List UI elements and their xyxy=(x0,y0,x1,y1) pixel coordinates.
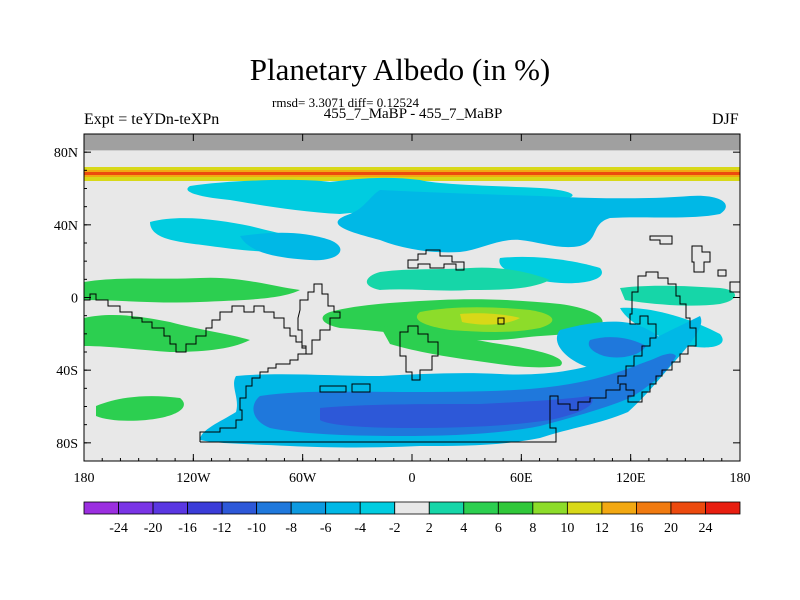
season-label: DJF xyxy=(712,111,739,128)
x-tick-label: 180 xyxy=(74,471,95,486)
albedo-band-south-green-1 xyxy=(84,315,250,352)
albedo-band-tropics-green-1 xyxy=(84,277,300,303)
x-tick-label: 0 xyxy=(409,471,416,486)
coastline-island-d xyxy=(649,235,673,245)
albedo-region-southern-ocean-min xyxy=(320,396,593,428)
x-tick-label: 120W xyxy=(176,471,211,486)
coastline-island-h xyxy=(351,383,371,393)
coastline-gondwana-west xyxy=(84,293,307,442)
colorbar-label: 4 xyxy=(460,521,467,536)
colorbar-swatch xyxy=(221,501,258,515)
colorbar-swatch xyxy=(636,501,672,515)
albedo-band-60n-peak xyxy=(84,172,740,175)
colorbar-swatch xyxy=(325,501,361,515)
colorbar-label: -2 xyxy=(389,521,401,536)
colorbar-swatch xyxy=(394,501,430,515)
coastline-island-i xyxy=(497,317,505,325)
colorbar-swatch xyxy=(290,501,327,515)
colorbar-swatch xyxy=(83,501,119,515)
colorbar-label: -12 xyxy=(213,521,232,536)
colorbar-label: -10 xyxy=(247,521,266,536)
y-tick-label: 80S xyxy=(56,437,78,452)
albedo-patch-nh-blue-1 xyxy=(337,190,726,253)
map-field xyxy=(84,134,740,461)
colorbar-label: 24 xyxy=(698,521,712,536)
colorbar-label: -20 xyxy=(144,521,163,536)
coastline-island-a xyxy=(297,283,341,355)
colorbar-label: 2 xyxy=(426,521,433,536)
colorbar-swatch xyxy=(187,501,223,515)
albedo-band-tropics-teal xyxy=(366,267,550,291)
coastline-island-b xyxy=(399,325,439,381)
colorbar-label: -8 xyxy=(285,521,297,536)
x-tick-label: 60E xyxy=(510,471,533,486)
colorbar-label: 8 xyxy=(529,521,536,536)
experiment-label: Expt = teYDn-teXPn xyxy=(84,111,220,128)
colorbar-label: -16 xyxy=(178,521,197,536)
albedo-patch-south-green xyxy=(96,396,184,421)
colorbar-label: 16 xyxy=(629,521,643,536)
colorbar-swatch xyxy=(566,501,603,515)
colorbar: -24 -20 -16 -12 -10 -8 -6 -4 -2 2 4 6 8 10 12 16 20 24 xyxy=(83,501,741,536)
colorbar-label: 12 xyxy=(595,521,609,536)
y-tick-label: 0 xyxy=(71,292,78,307)
colorbar-label: -24 xyxy=(109,521,128,536)
colorbar-swatch xyxy=(601,501,637,515)
colorbar-swatch xyxy=(256,501,292,515)
x-tick-label: 180 xyxy=(730,471,751,486)
albedo-patch-indian-ocean-core xyxy=(588,337,646,358)
coastline-gondwana-east xyxy=(200,271,697,443)
albedo-patch-sw-pacific xyxy=(620,307,723,348)
colorbar-label: 6 xyxy=(495,521,502,536)
colorbar-swatch xyxy=(428,501,465,515)
coastline-island-e xyxy=(691,245,711,273)
albedo-patch-nh-blue-2 xyxy=(240,232,341,261)
plot-title: Planetary Albedo (in %) xyxy=(249,52,551,87)
albedo-band-tropics-yellow xyxy=(460,313,520,325)
colorbar-swatch xyxy=(670,501,706,515)
colorbar-swatch xyxy=(359,501,396,515)
map-axes: 180 120W 60W 0 60E 120E 180 80N 40N 0 40S 80S xyxy=(54,133,751,486)
colorbar-swatch xyxy=(152,501,188,515)
coastlines xyxy=(84,235,741,443)
rmsd-diff-stats: rmsd= 3.3071 diff= 0.12524 xyxy=(272,95,419,110)
y-tick-label: 80N xyxy=(54,146,78,161)
y-tick-label: 40N xyxy=(54,219,78,234)
missing-data-band xyxy=(84,134,740,151)
coastline-island-f xyxy=(717,269,727,277)
colorbar-label: -6 xyxy=(320,521,332,536)
colorbar-label: 20 xyxy=(664,521,678,536)
colorbar-swatch xyxy=(463,501,499,515)
x-tick-label: 120E xyxy=(616,471,646,486)
coastline-island-g xyxy=(319,385,347,393)
albedo-band-south-green-2 xyxy=(380,326,562,368)
colorbar-swatch xyxy=(118,501,154,515)
colorbar-label: -4 xyxy=(354,521,366,536)
colorbar-swatch xyxy=(705,501,741,515)
x-tick-label: 60W xyxy=(289,471,317,486)
y-tick-label: 40S xyxy=(56,364,78,379)
colorbar-label: 10 xyxy=(560,521,574,536)
experiment-subtitle: 455_7_MaBP - 455_7_MaBP xyxy=(323,106,503,122)
colorbar-swatch xyxy=(497,501,534,515)
coastline-island-c xyxy=(407,249,465,271)
colorbar-swatch xyxy=(532,501,568,515)
